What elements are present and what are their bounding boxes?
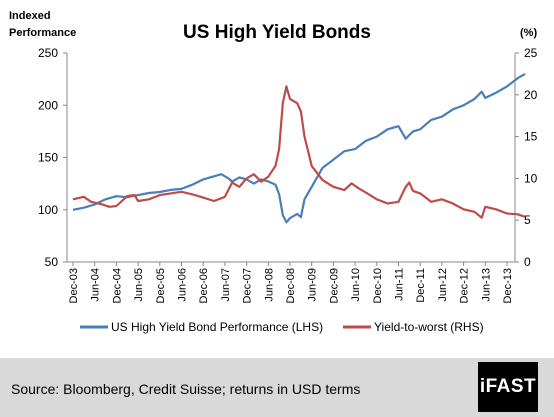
x-tick-label: Jun-06	[177, 268, 189, 302]
series-line-bond-performance	[72, 72, 526, 224]
x-tick-label: Dec-07	[242, 268, 254, 303]
left-tick-label: 50	[45, 255, 59, 269]
x-tick-label: Dec-09	[328, 268, 340, 303]
x-tick-label: Jun-04	[90, 268, 102, 302]
x-tick-label: Dec-03	[68, 268, 80, 303]
right-tick-label: 0	[524, 255, 531, 269]
left-axis-label-line1: Indexed	[9, 10, 51, 22]
series-line-yield-to-worst	[72, 85, 526, 219]
x-tick-label: Jun-09	[307, 268, 319, 302]
chart-svg: 50 100 150 200 250 0 5 10 15 20 25 Dec-03 Jun-04 Dec-…	[9, 10, 538, 334]
ifast-logo: iFAST	[478, 362, 538, 412]
source-note: Source: Bloomberg, Credit Suisse; return…	[11, 381, 361, 397]
x-tick-label: Dec-11	[415, 268, 427, 303]
x-tick-label: Dec-10	[372, 268, 384, 303]
right-tick-label: 15	[524, 130, 538, 144]
right-axis-label: (%)	[520, 27, 537, 39]
right-tick-label: 5	[524, 213, 531, 227]
left-tick-label: 100	[38, 203, 58, 217]
legend-label-yield-to-worst: Yield-to-worst (RHS)	[374, 320, 484, 334]
x-tick-label: Jun-10	[350, 268, 362, 302]
right-tick-label: 10	[524, 171, 538, 185]
left-tick-label: 150	[38, 151, 58, 165]
right-tick-label: 20	[524, 88, 538, 102]
left-axis-label-line2: Performance	[9, 27, 76, 39]
footer-bar: Source: Bloomberg, Credit Suisse; return…	[0, 358, 554, 417]
right-tick-label: 25	[524, 46, 538, 60]
x-tick-label: Jun-11	[394, 268, 406, 301]
chart-title: US High Yield Bonds	[183, 22, 371, 43]
left-tick-label: 200	[38, 98, 58, 112]
x-tick-label: Jun-12	[437, 268, 449, 302]
x-tick-label: Jun-05	[133, 268, 145, 302]
left-tick-label: 250	[38, 46, 58, 60]
x-tick-label: Dec-06	[198, 268, 210, 303]
x-tick-label: Dec-04	[111, 268, 123, 303]
x-tick-label: Jun-08	[263, 268, 275, 302]
x-tick-label: Dec-12	[459, 268, 471, 303]
x-tick-label: Dec-13	[502, 268, 514, 303]
x-tick-label: Dec-08	[285, 268, 297, 303]
legend-label-bond-performance: US High Yield Bond Performance (LHS)	[111, 320, 323, 334]
x-tick-label: Jun-13	[480, 268, 492, 302]
x-tick-label: Jun-07	[220, 268, 232, 302]
x-tick-label: Dec-05	[155, 268, 167, 303]
